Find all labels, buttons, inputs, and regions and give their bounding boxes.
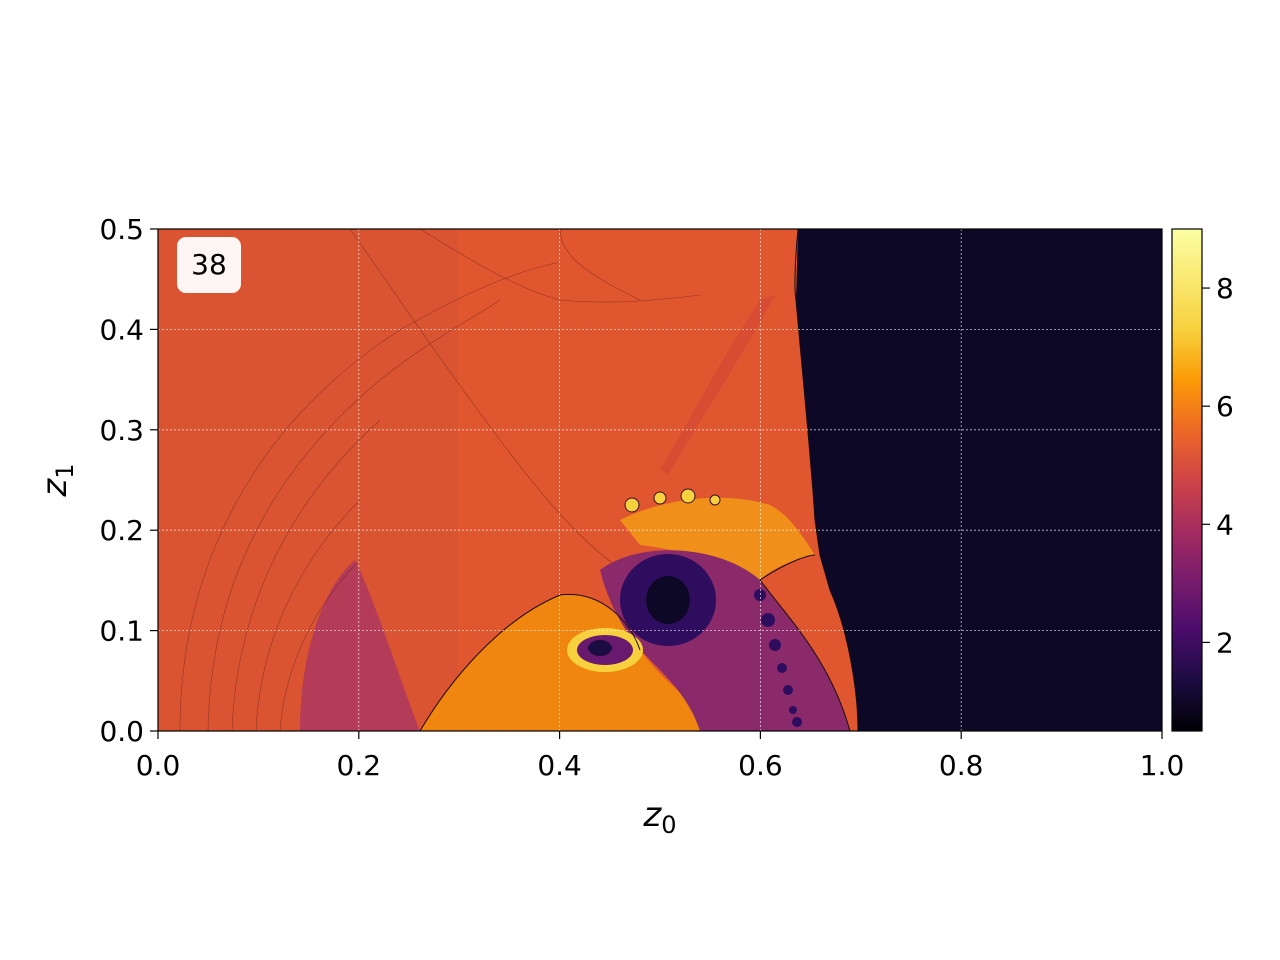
y-tick-label: 0.0: [99, 715, 144, 748]
y-tick-label: 0.2: [99, 514, 144, 547]
y-tick-label: 0.5: [99, 213, 144, 246]
x-tick-label: 0.4: [537, 749, 582, 782]
colorbar-tick-label: 2: [1216, 626, 1234, 659]
annotation-box: 38: [177, 237, 241, 293]
colorbar-tick-label: 6: [1216, 390, 1234, 423]
y-axis-ticks: 0.0 0.1 0.2 0.3 0.4 0.5: [99, 213, 158, 748]
x-tick-label: 0.8: [939, 749, 984, 782]
x-axis-ticks: 0.0 0.2 0.4 0.6 0.8 1.0: [136, 731, 1185, 782]
y-tick-label: 0.4: [99, 313, 144, 346]
x-tick-label: 0.6: [738, 749, 783, 782]
colorbar-tick-label: 8: [1216, 272, 1234, 305]
left-gradient-band: [158, 229, 458, 731]
y-tick-label: 0.3: [99, 414, 144, 447]
x-tick-label: 1.0: [1140, 749, 1185, 782]
colorbar: 2 4 6 8: [1171, 228, 1234, 732]
upper-shocked-arc: [620, 497, 815, 580]
right-region: [796, 229, 1162, 731]
vortex-chain: [754, 589, 802, 727]
y-axis-label: z1: [35, 463, 79, 497]
grid-lines: [158, 229, 1162, 731]
kh-swirls: [624, 488, 721, 513]
y-axis-label-base: z: [35, 478, 75, 498]
small-vortex: [567, 628, 643, 672]
heatmap-field: [158, 229, 1162, 731]
colorbar-gradient: [1171, 228, 1203, 732]
shock-lines: [419, 229, 859, 731]
vortex-center: [646, 576, 690, 624]
colorbar-tick-label: 4: [1216, 508, 1234, 541]
contour-arcs: [179, 229, 701, 731]
x-axis-label-subscript: 0: [661, 811, 676, 839]
x-tick-label: 0.0: [136, 749, 181, 782]
plot-frame: [157, 228, 1163, 732]
jet-streak: [660, 295, 775, 475]
lower-left-lobe: [300, 560, 420, 731]
x-tick-label: 0.2: [337, 749, 382, 782]
annotation-label: 38: [191, 248, 227, 281]
colorbar-ticks: 2 4 6 8: [1202, 272, 1234, 659]
y-axis-label-subscript: 1: [51, 463, 79, 478]
x-axis-label: z0: [642, 795, 676, 839]
y-tick-label: 0.1: [99, 615, 144, 648]
x-axis-label-base: z: [642, 795, 662, 835]
